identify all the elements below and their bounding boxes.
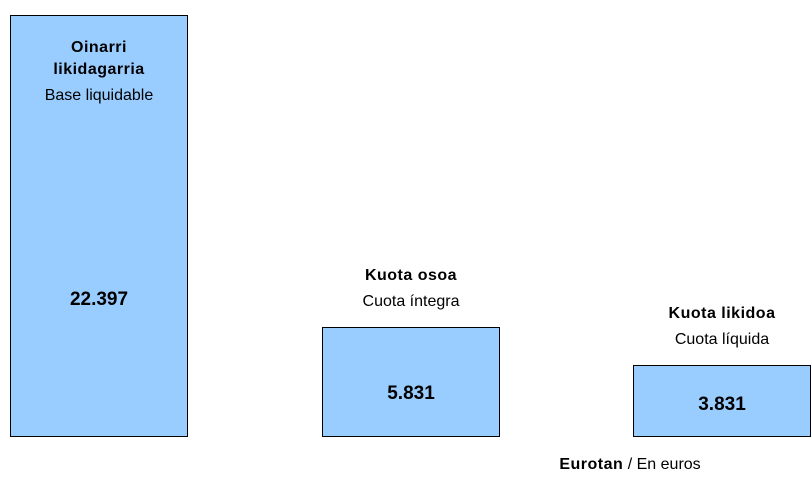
category-label: Kuota osoa <box>364 267 458 285</box>
value-label: 22.397 <box>69 289 129 311</box>
category-subtitle: Cuota íntegra <box>362 293 460 311</box>
category-label: Oinarri likidagarria <box>53 39 145 78</box>
category-label: Kuota likidoa <box>668 304 776 322</box>
bar <box>322 327 500 437</box>
unit-es: / En euros <box>627 456 701 473</box>
bar <box>633 364 811 437</box>
value-label: 3.831 <box>698 394 746 416</box>
unit-eu: Eurotan <box>559 456 624 473</box>
category-subtitle: Cuota líquida <box>674 330 770 348</box>
value-label: 5.831 <box>387 383 435 405</box>
category-subtitle: Base liquidable <box>44 87 154 104</box>
bar <box>10 15 188 437</box>
unit-note: Eurotan / En euros <box>480 456 780 474</box>
